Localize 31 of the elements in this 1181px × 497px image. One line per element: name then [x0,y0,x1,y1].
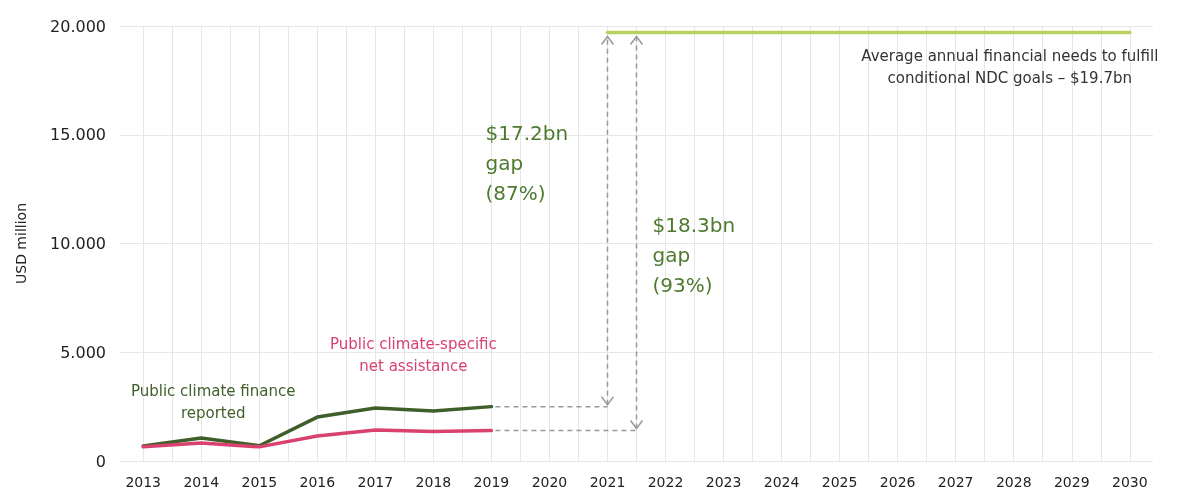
annotation: $18.3bn gap (93%) [652,212,736,297]
series-label: Public climate finance reported [130,381,296,422]
text: Public climate-specific net assistance [330,335,497,376]
y-axis-title: USD million [13,203,29,284]
x-tick-label: 2016 [299,474,336,490]
x-tick-label: 2024 [763,474,800,490]
x-tick-label: 2030 [1111,474,1148,490]
x-tick-label: 2029 [1053,474,1090,490]
x-tick-label: 2021 [589,474,626,490]
x-tick-label: 2013 [125,474,162,490]
y-tick-label: 15.000 [50,125,106,145]
y-tick-label: 10.000 [50,234,106,253]
line-series [141,404,494,448]
series-label: Average annual financial needs to fulfill conditional NDC goals – $19.7bn [861,46,1159,87]
x-tick-label: 2018 [415,474,452,490]
x-tick-label: 2026 [879,474,916,490]
x-tick-label: 2023 [705,474,742,490]
annotation: $17.2bn gap (87%) [485,120,569,205]
x-tick-label: 2028 [995,474,1032,490]
line-series [141,428,494,449]
x-tick-label: 2014 [183,474,220,490]
y-tick-label: 20.000 [50,16,106,36]
x-tick-label: 2015 [241,474,278,490]
x-tick-label: 2020 [531,474,568,490]
x-tick-label: 2017 [357,474,394,490]
x-tick-label: 2027 [937,474,974,490]
x-tick-label: 2019 [473,474,510,490]
x-tick-label: 2025 [821,474,858,490]
y-tick-label: 0 [95,451,106,471]
x-tick-label: 2022 [647,474,684,490]
y-tick-label: 5.000 [60,342,106,362]
